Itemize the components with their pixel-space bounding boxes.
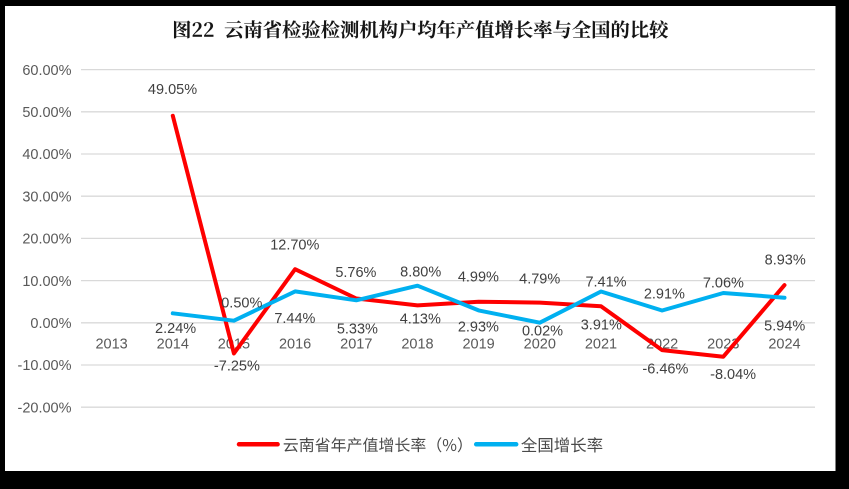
svg-text:40.00%: 40.00% xyxy=(22,147,71,163)
svg-text:2014: 2014 xyxy=(157,337,189,353)
svg-text:2017: 2017 xyxy=(340,337,372,353)
svg-text:7.44%: 7.44% xyxy=(274,311,315,327)
svg-text:2013: 2013 xyxy=(95,337,127,353)
svg-text:2016: 2016 xyxy=(279,337,311,353)
svg-text:0.00%: 0.00% xyxy=(30,316,71,332)
svg-text:2020: 2020 xyxy=(524,337,556,353)
svg-text:2.91%: 2.91% xyxy=(644,287,685,303)
svg-text:0.02%: 0.02% xyxy=(522,324,563,340)
svg-text:60.00%: 60.00% xyxy=(22,63,71,79)
svg-text:50.00%: 50.00% xyxy=(22,105,71,121)
svg-text:-10.00%: -10.00% xyxy=(17,358,71,374)
svg-text:-6.46%: -6.46% xyxy=(642,362,688,378)
svg-text:2021: 2021 xyxy=(585,337,617,353)
svg-text:8.80%: 8.80% xyxy=(400,265,441,281)
svg-text:-8.04%: -8.04% xyxy=(710,367,756,383)
svg-text:2022: 2022 xyxy=(646,337,678,353)
svg-text:-7.25%: -7.25% xyxy=(214,359,260,375)
svg-text:3.91%: 3.91% xyxy=(581,318,622,334)
svg-text:49.05%: 49.05% xyxy=(148,82,197,98)
svg-text:4.13%: 4.13% xyxy=(400,311,441,327)
svg-text:4.79%: 4.79% xyxy=(519,271,560,287)
svg-text:2.24%: 2.24% xyxy=(155,321,196,337)
svg-text:7.06%: 7.06% xyxy=(703,276,744,292)
svg-text:10.00%: 10.00% xyxy=(22,274,71,290)
svg-text:8.93%: 8.93% xyxy=(765,253,806,269)
svg-text:5.33%: 5.33% xyxy=(337,322,378,338)
svg-text:5.94%: 5.94% xyxy=(764,318,805,334)
svg-text:2018: 2018 xyxy=(401,337,433,353)
svg-text:0.50%: 0.50% xyxy=(221,296,262,312)
svg-text:12.70%: 12.70% xyxy=(270,237,319,253)
svg-text:7.41%: 7.41% xyxy=(585,274,626,290)
svg-text:2024: 2024 xyxy=(768,337,800,353)
svg-text:20.00%: 20.00% xyxy=(22,232,71,248)
svg-text:2019: 2019 xyxy=(462,337,494,353)
svg-text:5.76%: 5.76% xyxy=(335,265,376,281)
svg-text:4.99%: 4.99% xyxy=(458,270,499,286)
svg-text:30.00%: 30.00% xyxy=(22,189,71,205)
svg-text:2.93%: 2.93% xyxy=(458,319,499,335)
svg-text:-20.00%: -20.00% xyxy=(17,400,71,416)
